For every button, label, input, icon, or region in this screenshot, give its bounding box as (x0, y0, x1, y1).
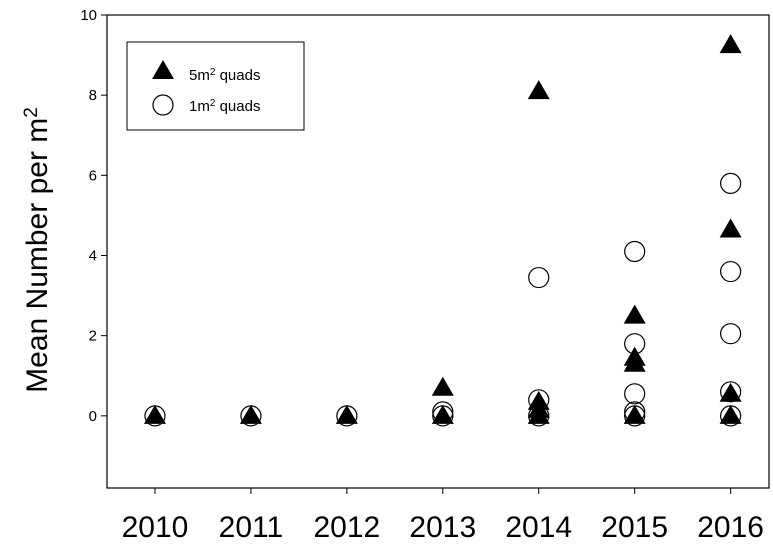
data-point-circle (720, 260, 742, 283)
data-point-circle (528, 405, 550, 427)
data-marks (143, 34, 742, 427)
data-point-triangle (335, 404, 358, 424)
y-axis-title-superscript: 2 (21, 107, 42, 118)
legend-marker-triangle (152, 60, 174, 79)
data-point-circle (240, 405, 262, 427)
data-point-triangle (431, 376, 454, 396)
data-point-triangle (527, 404, 550, 424)
data-point-circle (720, 381, 742, 403)
data-point-circle (432, 401, 454, 423)
y-axis-title: Mean Number per m2 (21, 107, 55, 393)
data-point-circle (720, 172, 742, 194)
legend: 5m2 quads 1m2 quads (126, 41, 305, 131)
data-point-circle (528, 389, 550, 411)
data-point-circle (336, 405, 358, 427)
legend-box (126, 41, 305, 131)
x-tick-label: 2016 (697, 511, 764, 544)
data-point-triangle (719, 382, 742, 402)
data-point-triangle (623, 404, 646, 424)
data-point-triangle (719, 404, 742, 424)
data-point-circle (144, 405, 166, 427)
data-point-circle (432, 405, 454, 427)
y-tick-label: 0 (89, 408, 97, 425)
data-point-triangle (239, 404, 262, 424)
data-point-circle (624, 333, 646, 355)
data-point-circle (624, 405, 646, 427)
x-tick-label: 2013 (409, 511, 476, 544)
data-point-circle (624, 240, 646, 263)
data-point-triangle (431, 404, 454, 424)
y-axis-ticks: 0 2 4 6 8 10 (80, 7, 107, 425)
data-point-circle (624, 383, 646, 405)
legend-label-1m: 1m2 quads (189, 98, 260, 116)
legend-marker-circle (152, 94, 174, 116)
x-tick-label: 2014 (505, 511, 572, 544)
plot-frame (106, 14, 770, 489)
x-tick-label: 2010 (122, 511, 189, 544)
y-tick-label: 6 (89, 167, 97, 184)
x-tick-label: 2012 (313, 511, 380, 544)
y-tick-label: 2 (89, 328, 97, 345)
data-point-circle (528, 266, 550, 289)
data-point-circle (720, 405, 742, 427)
y-tick-label: 8 (89, 87, 97, 104)
y-tick-label: 4 (89, 248, 97, 265)
data-point-circle (624, 401, 646, 423)
data-point-triangle (623, 352, 646, 372)
x-tick-label: 2011 (219, 511, 284, 544)
data-point-triangle (719, 34, 742, 54)
y-tick-label: 10 (80, 7, 97, 24)
data-point-triangle (143, 404, 166, 424)
data-point-circle (720, 323, 742, 345)
data-point-triangle (719, 218, 742, 238)
x-axis-ticks: 2010 2011 2012 2013 2014 2015 2016 (122, 488, 764, 544)
data-point-triangle (623, 304, 646, 324)
legend-label-5m: 5m2 quads (189, 67, 260, 85)
x-tick-label: 2015 (601, 511, 668, 544)
data-point-triangle (527, 80, 550, 100)
